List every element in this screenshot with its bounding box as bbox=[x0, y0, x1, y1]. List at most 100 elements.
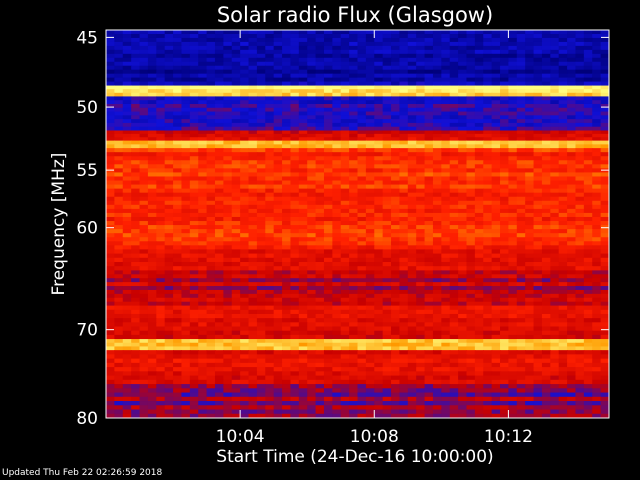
heatmap-cell bbox=[131, 85, 141, 90]
heatmap-cell bbox=[382, 241, 392, 246]
heatmap-cell bbox=[533, 326, 543, 332]
heatmap-cell bbox=[583, 53, 593, 59]
heatmap-cell bbox=[382, 41, 392, 47]
heatmap-cell bbox=[290, 354, 300, 360]
heatmap-cell bbox=[374, 245, 384, 250]
heatmap-cell bbox=[240, 266, 250, 271]
heatmap-cell bbox=[147, 330, 157, 336]
heatmap-cell bbox=[449, 305, 459, 311]
heatmap-cell bbox=[474, 196, 484, 202]
heatmap-cell bbox=[466, 261, 476, 267]
heatmap-cell bbox=[424, 245, 434, 250]
heatmap-cell bbox=[332, 81, 342, 87]
heatmap-cell bbox=[282, 309, 292, 315]
heatmap-cell bbox=[516, 133, 526, 138]
heatmap-cell bbox=[189, 100, 199, 105]
heatmap-cell bbox=[567, 172, 577, 178]
heatmap-cell bbox=[139, 164, 149, 169]
heatmap-cell bbox=[458, 322, 468, 328]
heatmap-cell bbox=[139, 245, 149, 250]
heatmap-cell bbox=[541, 270, 551, 275]
heatmap-cell bbox=[282, 278, 292, 283]
heatmap-cell bbox=[189, 322, 199, 328]
heatmap-cell bbox=[458, 77, 468, 83]
heatmap-cell bbox=[483, 334, 493, 340]
heatmap-cell bbox=[273, 212, 283, 218]
heatmap-cell bbox=[374, 184, 384, 190]
heatmap-cell bbox=[181, 33, 191, 39]
heatmap-cell bbox=[139, 180, 149, 186]
heatmap-cell bbox=[374, 282, 384, 287]
heatmap-cell bbox=[340, 37, 350, 43]
heatmap-cell bbox=[349, 81, 359, 87]
heatmap-cell bbox=[340, 342, 350, 348]
heatmap-cell bbox=[198, 156, 208, 161]
heatmap-cell bbox=[365, 212, 375, 218]
heatmap-cell bbox=[256, 286, 266, 291]
heatmap-cell bbox=[516, 266, 526, 271]
heatmap-cell bbox=[416, 278, 426, 283]
heatmap-cell bbox=[189, 111, 199, 116]
heatmap-cell bbox=[164, 133, 174, 138]
heatmap-cell bbox=[189, 297, 199, 303]
heatmap-cell bbox=[483, 156, 493, 161]
heatmap-cell bbox=[147, 221, 157, 226]
heatmap-cell bbox=[223, 69, 233, 75]
heatmap-cell bbox=[147, 192, 157, 198]
heatmap-cell bbox=[315, 188, 325, 194]
heatmap-cell bbox=[550, 53, 560, 59]
heatmap-cell bbox=[533, 221, 543, 226]
heatmap-cell bbox=[592, 309, 602, 315]
heatmap-cell bbox=[458, 160, 468, 165]
heatmap-cell bbox=[323, 156, 333, 161]
heatmap-cell bbox=[583, 301, 593, 307]
heatmap-cell bbox=[449, 73, 459, 79]
heatmap-cell bbox=[290, 65, 300, 71]
heatmap-cell bbox=[399, 133, 409, 138]
heatmap-cell bbox=[349, 137, 359, 142]
heatmap-cell bbox=[500, 249, 509, 255]
heatmap-cell bbox=[374, 354, 384, 360]
heatmap-cell bbox=[273, 241, 283, 246]
heatmap-cell bbox=[181, 208, 191, 214]
heatmap-cell bbox=[516, 188, 526, 194]
heatmap-cell bbox=[114, 257, 124, 263]
heatmap-cell bbox=[483, 41, 493, 47]
heatmap-cell bbox=[349, 270, 359, 275]
heatmap-cell bbox=[407, 241, 417, 246]
heatmap-cell bbox=[541, 45, 551, 51]
heatmap-cell bbox=[198, 164, 208, 169]
heatmap-cell bbox=[365, 148, 375, 153]
heatmap-cell bbox=[349, 245, 359, 250]
heatmap-cell bbox=[449, 41, 459, 47]
heatmap-cell bbox=[206, 92, 216, 98]
heatmap-cell bbox=[550, 318, 560, 323]
heatmap-cell bbox=[156, 184, 166, 190]
heatmap-cell bbox=[508, 192, 518, 198]
heatmap-cell bbox=[156, 77, 166, 83]
heatmap-cell bbox=[139, 122, 149, 128]
heatmap-cell bbox=[164, 313, 174, 319]
heatmap-cell bbox=[374, 49, 384, 55]
heatmap-cell bbox=[332, 200, 342, 206]
heatmap-cell bbox=[122, 216, 132, 222]
heatmap-cell bbox=[458, 81, 468, 87]
heatmap-cell bbox=[156, 350, 166, 355]
heatmap-cell bbox=[399, 342, 409, 348]
heatmap-cell bbox=[315, 103, 325, 109]
heatmap-cell bbox=[516, 350, 526, 355]
heatmap-cell bbox=[382, 37, 392, 43]
heatmap-cell bbox=[449, 30, 459, 35]
heatmap-cell bbox=[449, 216, 459, 222]
heatmap-cell bbox=[265, 297, 275, 303]
heatmap-cell bbox=[424, 212, 434, 218]
heatmap-cell bbox=[525, 270, 535, 275]
heatmap-cell bbox=[558, 156, 568, 161]
heatmap-cell bbox=[214, 196, 224, 202]
heatmap-cell bbox=[122, 111, 132, 116]
heatmap-cell bbox=[441, 92, 451, 98]
heatmap-cell bbox=[399, 85, 409, 90]
heatmap-cell bbox=[173, 318, 183, 323]
heatmap-cell bbox=[282, 133, 292, 138]
heatmap-cell bbox=[248, 140, 258, 145]
